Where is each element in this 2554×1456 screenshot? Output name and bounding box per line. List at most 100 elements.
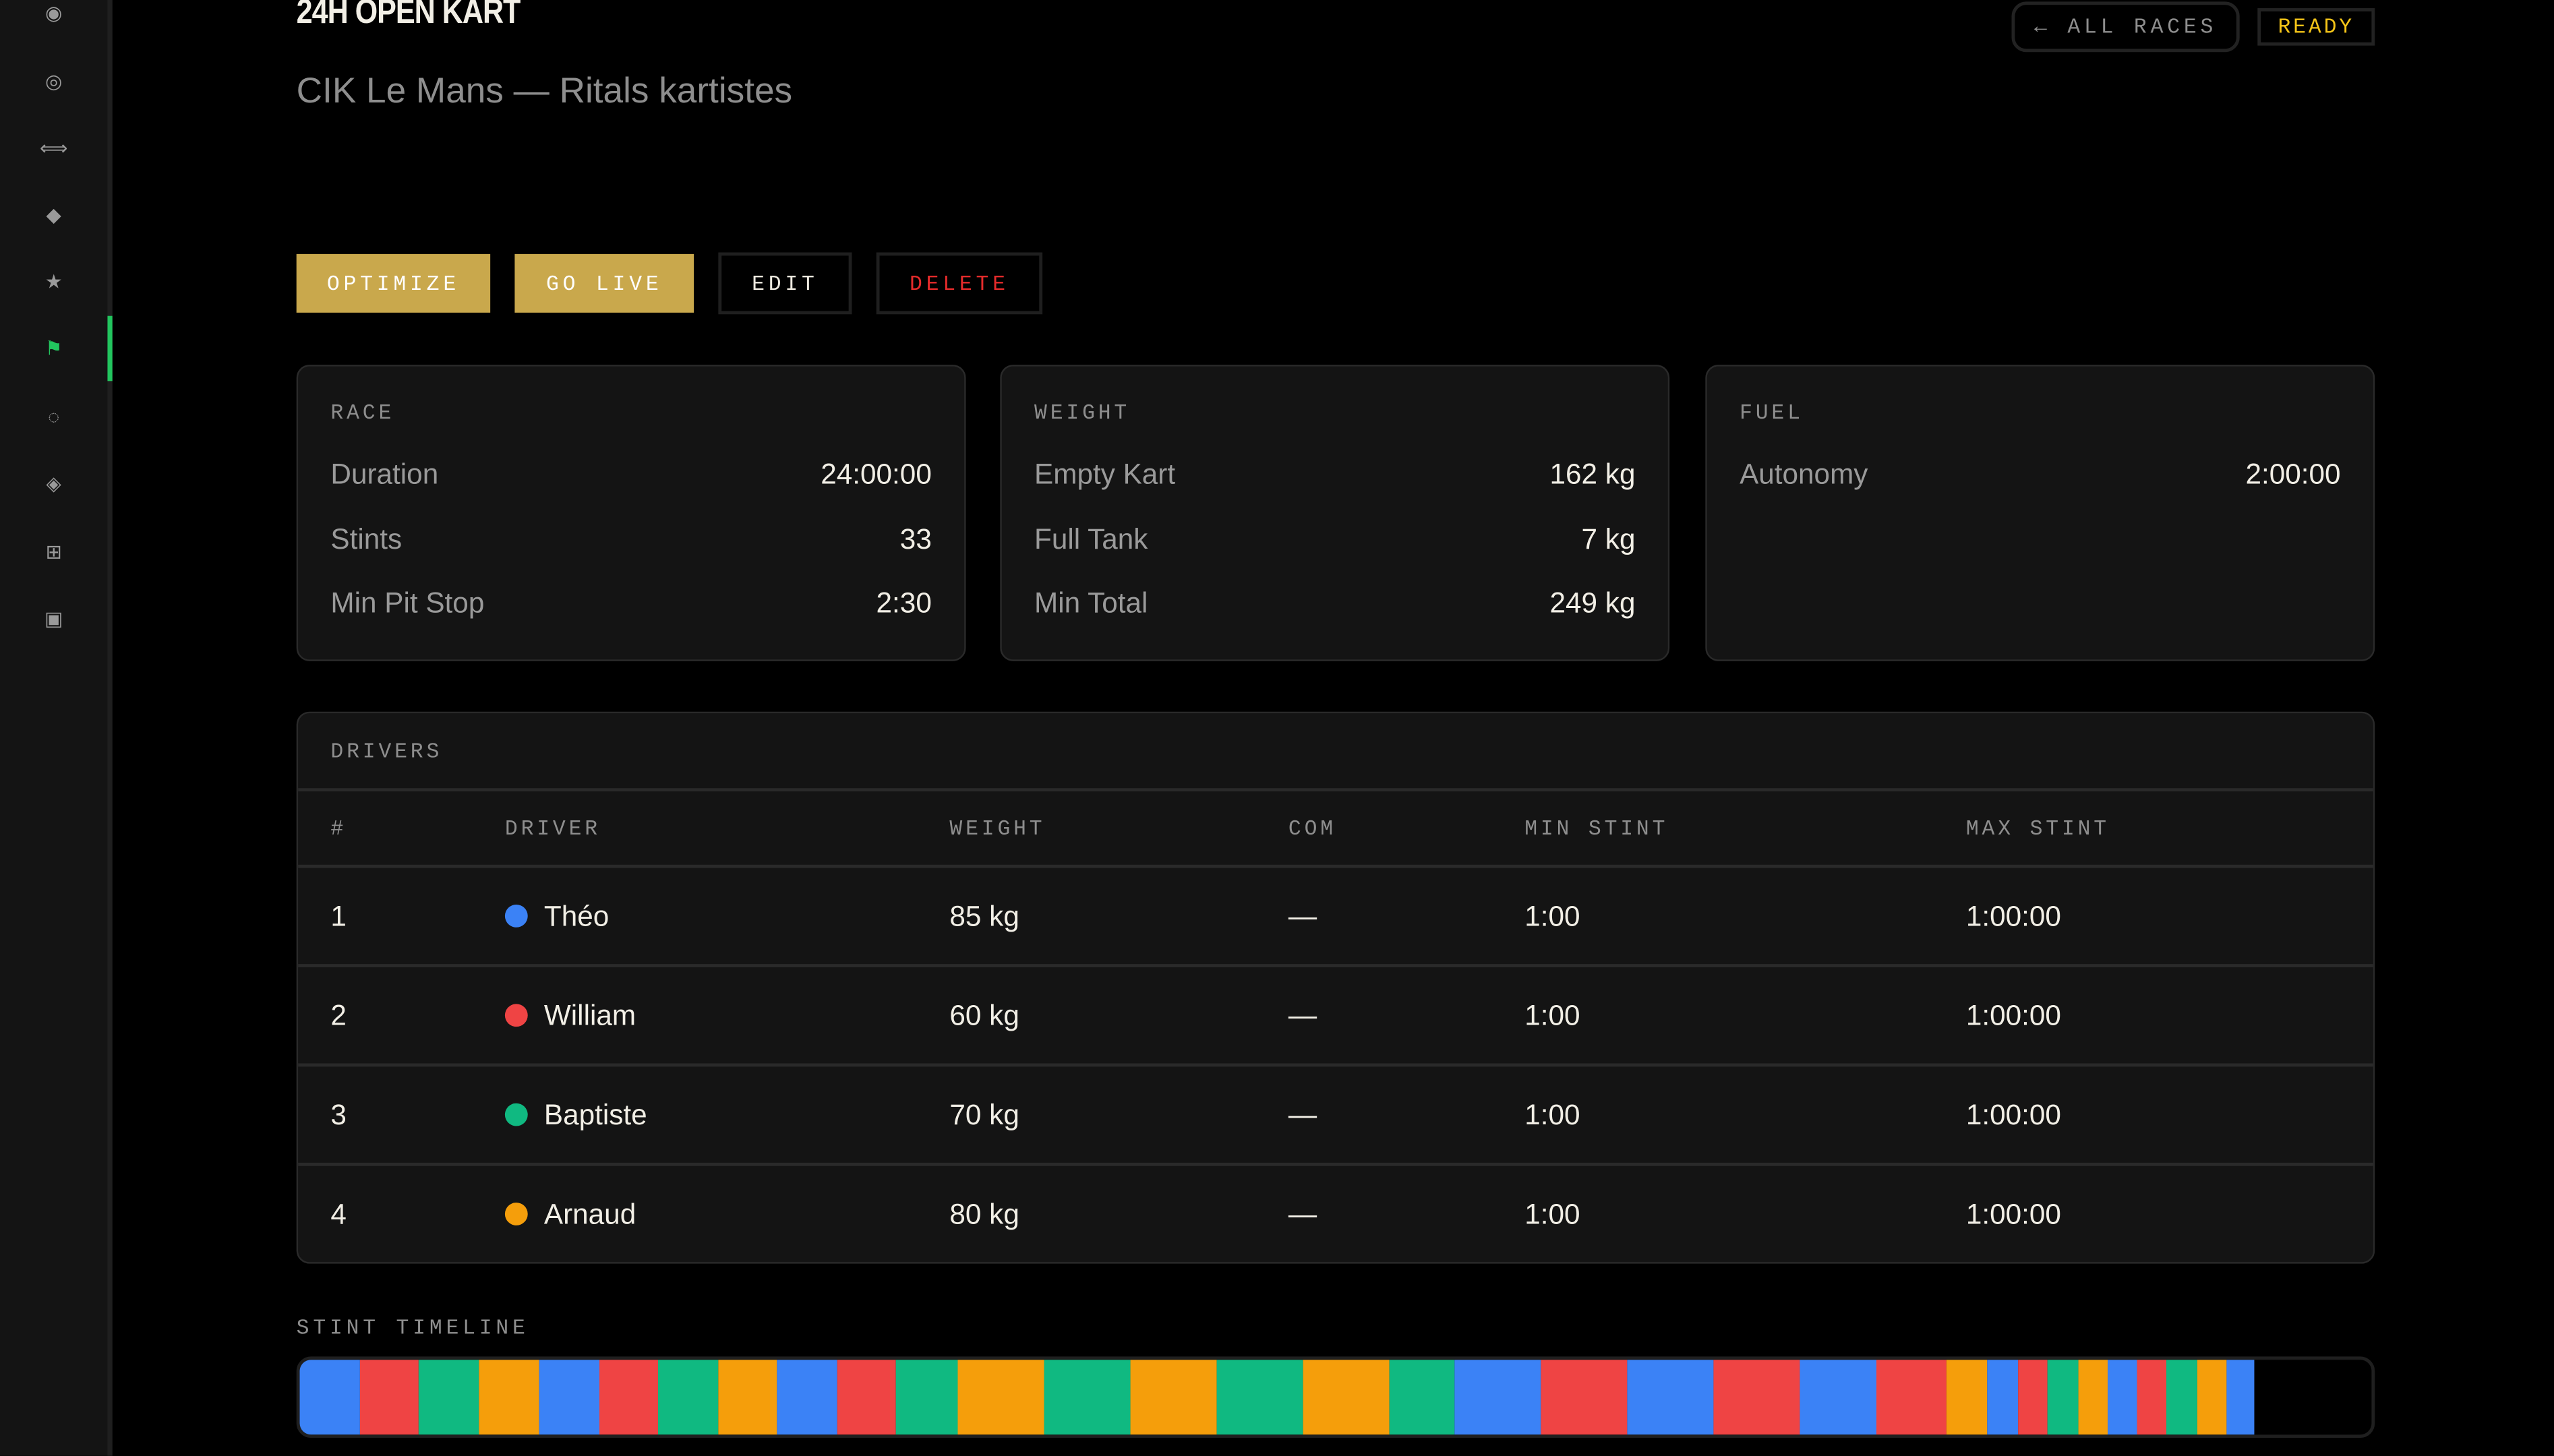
table-header: # DRIVER WEIGHT COM MIN STINT MAX STINT	[298, 788, 2373, 866]
stint-segment[interactable]	[1454, 1360, 1541, 1435]
stint-segment[interactable]	[1129, 1360, 1216, 1435]
column-header[interactable]: MIN STINT	[1524, 816, 1669, 841]
sidebar-item-6[interactable]: ◌	[0, 384, 107, 450]
sidebar-item-4[interactable]: ★	[0, 249, 107, 315]
table-row[interactable]: 3 Baptiste 70 kg — 1:00 1:00:00	[298, 1063, 2373, 1165]
driver-color-dot	[504, 904, 528, 928]
column-header[interactable]: MAX STINT	[1965, 816, 2110, 841]
table-row[interactable]: 2 William 60 kg — 1:00 1:00:00	[298, 964, 2373, 1065]
column-header[interactable]: #	[330, 816, 347, 841]
square-inset-icon: ▣	[44, 607, 63, 630]
stint-segment[interactable]	[1302, 1360, 1389, 1435]
fuel-card: FUEL Autonomy 2:00:00	[1705, 365, 2375, 661]
star-icon: ★	[44, 270, 63, 293]
cell-min: 1:00	[1524, 899, 1580, 933]
cell-weight: 60 kg	[949, 999, 1019, 1032]
row-value: 33	[899, 522, 932, 555]
stint-segment[interactable]	[1216, 1360, 1303, 1435]
stint-segment[interactable]	[1987, 1360, 2018, 1435]
race-card: RACE Duration 24:00:00 Stints 33 Min Pit Stop…	[296, 365, 966, 661]
row-label: Autonomy	[1740, 457, 1868, 491]
status-badge: READY	[2257, 8, 2375, 46]
sidebar-item-0[interactable]: ◉	[0, 0, 107, 46]
row-value: 2:00:00	[2245, 457, 2341, 491]
cell-max: 1:00:00	[1965, 899, 2061, 933]
stint-segment[interactable]	[538, 1360, 599, 1435]
stint-segment[interactable]	[837, 1360, 897, 1435]
row-label: Duration	[330, 457, 439, 491]
driver-name: William	[543, 999, 636, 1032]
double-arrow-icon: ⟺	[39, 136, 68, 160]
stint-segment[interactable]	[896, 1360, 957, 1435]
cell-weight: 70 kg	[949, 1098, 1019, 1131]
stint-timeline-label: STINT TIMELINE	[296, 1315, 529, 1341]
cell-num: 4	[330, 1197, 347, 1231]
stint-segment[interactable]	[2047, 1360, 2078, 1435]
driver-name: Arnaud	[543, 1197, 636, 1231]
cell-weight: 80 kg	[949, 1197, 1019, 1231]
stint-segment[interactable]	[657, 1360, 719, 1435]
stint-segment[interactable]	[2077, 1360, 2108, 1435]
stint-segment[interactable]	[1541, 1360, 1628, 1435]
sidebar-item-3[interactable]: ◆	[0, 183, 107, 248]
race-card-label: RACE	[330, 400, 395, 425]
stint-segment[interactable]	[1947, 1360, 1988, 1435]
stint-segment[interactable]	[360, 1360, 419, 1435]
cell-name: Baptiste	[504, 1098, 647, 1132]
go-live-button[interactable]: GO LIVE	[514, 253, 694, 313]
cell-com: —	[1288, 1197, 1317, 1231]
stint-segment[interactable]	[1876, 1360, 1947, 1435]
driver-color-dot	[504, 1004, 528, 1027]
delete-button[interactable]: DELETE	[876, 252, 1043, 315]
table-row[interactable]: 4 Arnaud 80 kg — 1:00 1:00:00	[298, 1162, 2373, 1262]
stint-segment[interactable]	[478, 1360, 539, 1435]
stint-segment[interactable]	[957, 1360, 1044, 1435]
column-header[interactable]: COM	[1288, 816, 1336, 841]
fuel-card-label: FUEL	[1740, 400, 1804, 425]
cell-num: 3	[330, 1098, 347, 1131]
stint-segment[interactable]	[2137, 1360, 2167, 1435]
driver-name: Baptiste	[543, 1098, 647, 1131]
stint-segment[interactable]	[1388, 1360, 1455, 1435]
sidebar-item-1[interactable]: ◎	[0, 49, 107, 114]
cell-com: —	[1288, 899, 1317, 933]
stint-segment[interactable]	[599, 1360, 658, 1435]
race-row: Min Pit Stop 2:30	[330, 586, 931, 621]
cell-num: 1	[330, 899, 347, 933]
stint-segment[interactable]	[1800, 1360, 1877, 1435]
stint-segment[interactable]	[718, 1360, 777, 1435]
row-label: Empty Kart	[1034, 457, 1176, 491]
weight-card: WEIGHT Empty Kart 162 kg Full Tank 7 kg Min T…	[1000, 365, 1670, 661]
sidebar-item-5[interactable]: ⚑	[0, 315, 113, 382]
stint-segment[interactable]	[1713, 1360, 1800, 1435]
stint-segment[interactable]	[299, 1360, 361, 1435]
fuel-row: Autonomy 2:00:00	[1740, 458, 2340, 492]
row-label: Min Total	[1034, 586, 1148, 619]
stint-segment[interactable]	[2166, 1360, 2197, 1435]
stint-segment[interactable]	[1043, 1360, 1130, 1435]
stint-segment[interactable]	[2108, 1360, 2137, 1435]
stint-segment[interactable]	[2197, 1360, 2226, 1435]
sidebar-item-9[interactable]: ▣	[0, 586, 107, 652]
edit-button[interactable]: EDIT	[718, 252, 852, 315]
cell-name: William	[504, 999, 636, 1033]
column-header[interactable]: WEIGHT	[949, 816, 1046, 841]
stint-segment[interactable]	[2017, 1360, 2048, 1435]
stint-segment[interactable]	[1627, 1360, 1714, 1435]
driver-color-dot	[504, 1103, 528, 1126]
sidebar-item-7[interactable]: ◈	[0, 451, 107, 516]
stint-segment[interactable]	[2226, 1360, 2255, 1435]
sidebar-item-8[interactable]: ⊞	[0, 520, 107, 585]
stint-segment[interactable]	[777, 1360, 838, 1435]
table-row[interactable]: 1 Théo 85 kg — 1:00 1:00:00	[298, 864, 2373, 966]
all-races-button[interactable]: ← ALL RACES	[2011, 1, 2240, 53]
optimize-button[interactable]: OPTIMIZE	[296, 253, 491, 313]
weight-row: Min Total 249 kg	[1034, 586, 1635, 621]
stint-segment[interactable]	[419, 1360, 479, 1435]
column-header[interactable]: DRIVER	[504, 816, 601, 841]
diamond-outline-icon: ◈	[46, 472, 61, 495]
row-value: 7 kg	[1581, 522, 1636, 555]
sidebar-item-2[interactable]: ⟺	[0, 116, 107, 181]
cell-com: —	[1288, 1098, 1317, 1131]
cell-max: 1:00:00	[1965, 1098, 2061, 1131]
